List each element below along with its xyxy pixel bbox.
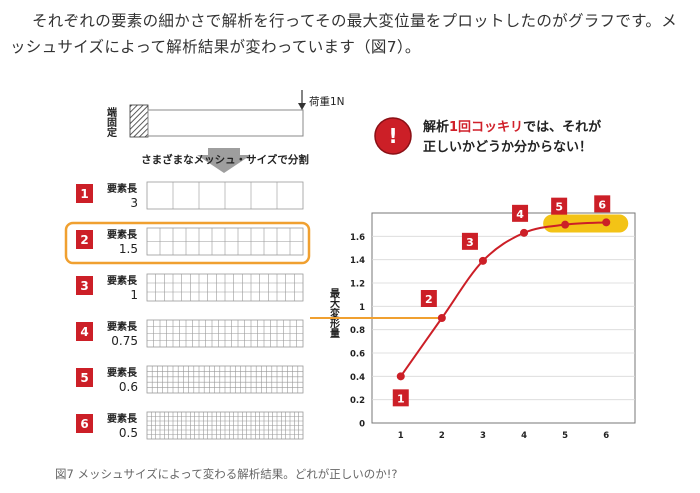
mesh-length-value: 0.5 [119,426,138,440]
mesh-length-label: 要素長 [107,412,138,425]
mesh-grid [146,319,304,348]
mesh-number: 4 [80,325,88,339]
load-label: 荷重1N [309,95,345,108]
data-point [520,228,529,237]
mesh-length-value: 1.5 [119,242,138,256]
mesh-grid [146,273,304,302]
down-arrow-shape [197,148,251,173]
point-label-badge [551,197,568,215]
point-label-badge [392,389,409,407]
mesh-number-badge [76,184,93,203]
point-label: 6 [598,198,606,211]
point-label-badge [512,204,529,222]
point-label: 4 [516,208,524,221]
x-tick-label: 1 [398,431,404,441]
mesh-grid [146,181,304,210]
point-label-badge [594,195,611,213]
y-tick-label: 0 [359,420,365,430]
fixed-support-hatch [129,104,149,138]
mesh-length-value: 0.75 [111,334,138,348]
fixed-end-label: 端固定 [105,106,117,138]
y-tick-label: 0.6 [350,350,365,360]
mesh-highlight-frame [64,221,311,265]
x-tick-label: 5 [562,431,568,441]
point-label: 2 [425,293,433,306]
x-tick-label: 6 [603,431,609,441]
x-tick-label: 4 [521,431,527,441]
mesh-number-badge [76,368,93,387]
data-point [437,314,446,322]
mesh-number-badge [76,414,93,433]
mesh-grid [146,365,304,394]
point-label: 5 [555,201,563,214]
mesh-length-label: 要素長 [107,182,138,195]
y-tick-label: 1.4 [350,256,365,266]
mesh-number: 3 [80,279,88,293]
mesh-length-label: 要素長 [107,320,138,333]
beam-diagram: 端固定 荷重1N さまざまなメッシュ・サイズで分割 [105,90,345,173]
displacement-chart: 0 0.2 0.4 0.6 0.8 1 1.2 1.4 1.6 1 2 3 4 5 6 最大変形量 1 2 3 4 5 6 [310,195,636,441]
mesh-number: 1 [80,187,88,201]
load-arrow-head [298,103,306,110]
x-tick-label: 2 [439,431,445,441]
data-point [478,256,487,265]
mesh-split-caption: さまざまなメッシュ・サイズで分割 [141,153,309,166]
mesh-length-value: 0.6 [119,380,138,394]
mesh-number: 5 [80,371,88,385]
y-tick-label: 0.8 [350,326,365,336]
y-tick-label: 1.6 [350,233,365,243]
point-label: 1 [397,392,405,405]
warning-callout: ! 解析1回コッキリでは、それが 正しいかどうか分からない！ [374,117,601,155]
mesh-number: 2 [80,233,88,247]
y-tick-label: 1 [359,303,365,313]
point-label: 3 [466,236,474,249]
beam-body [147,109,304,137]
mesh-grid [146,227,304,256]
point-label-badge [461,232,478,250]
warning-line2: 正しいかどうか分からない！ [423,139,592,155]
y-tick-label: 0.2 [350,396,365,406]
y-axis-label: 最大変形量 [328,288,340,338]
mesh-number-badge [76,230,93,249]
mesh-length-value: 3 [130,196,138,210]
point-label-badge [420,290,437,307]
data-point [602,218,611,227]
mesh-grid [146,411,304,440]
mesh-length-value: 1 [130,288,138,302]
warning-icon [374,117,412,155]
mesh-number-badge [76,322,93,341]
warning-line1: 解析1回コッキリでは、それが [422,119,601,135]
figure-caption: 図7 メッシュサイズによって変わる解析結果。どれが正しいのか!? [55,467,398,481]
intro-paragraph: それぞれの要素の細かさで解析を行ってその最大変位量をプロットしたのがグラフです。… [10,12,678,56]
mesh-length-label: 要素長 [107,228,138,241]
y-tick-label: 0.4 [350,373,365,383]
x-tick-label: 3 [480,431,486,441]
data-point [396,372,405,381]
data-point [561,220,570,229]
mesh-number-badge [76,276,93,295]
mesh-length-label: 要素長 [107,366,138,379]
mesh-number: 6 [80,417,88,431]
warning-icon-glyph: ! [388,124,397,148]
y-tick-label: 1.2 [350,280,365,290]
mesh-length-label: 要素長 [107,274,138,287]
